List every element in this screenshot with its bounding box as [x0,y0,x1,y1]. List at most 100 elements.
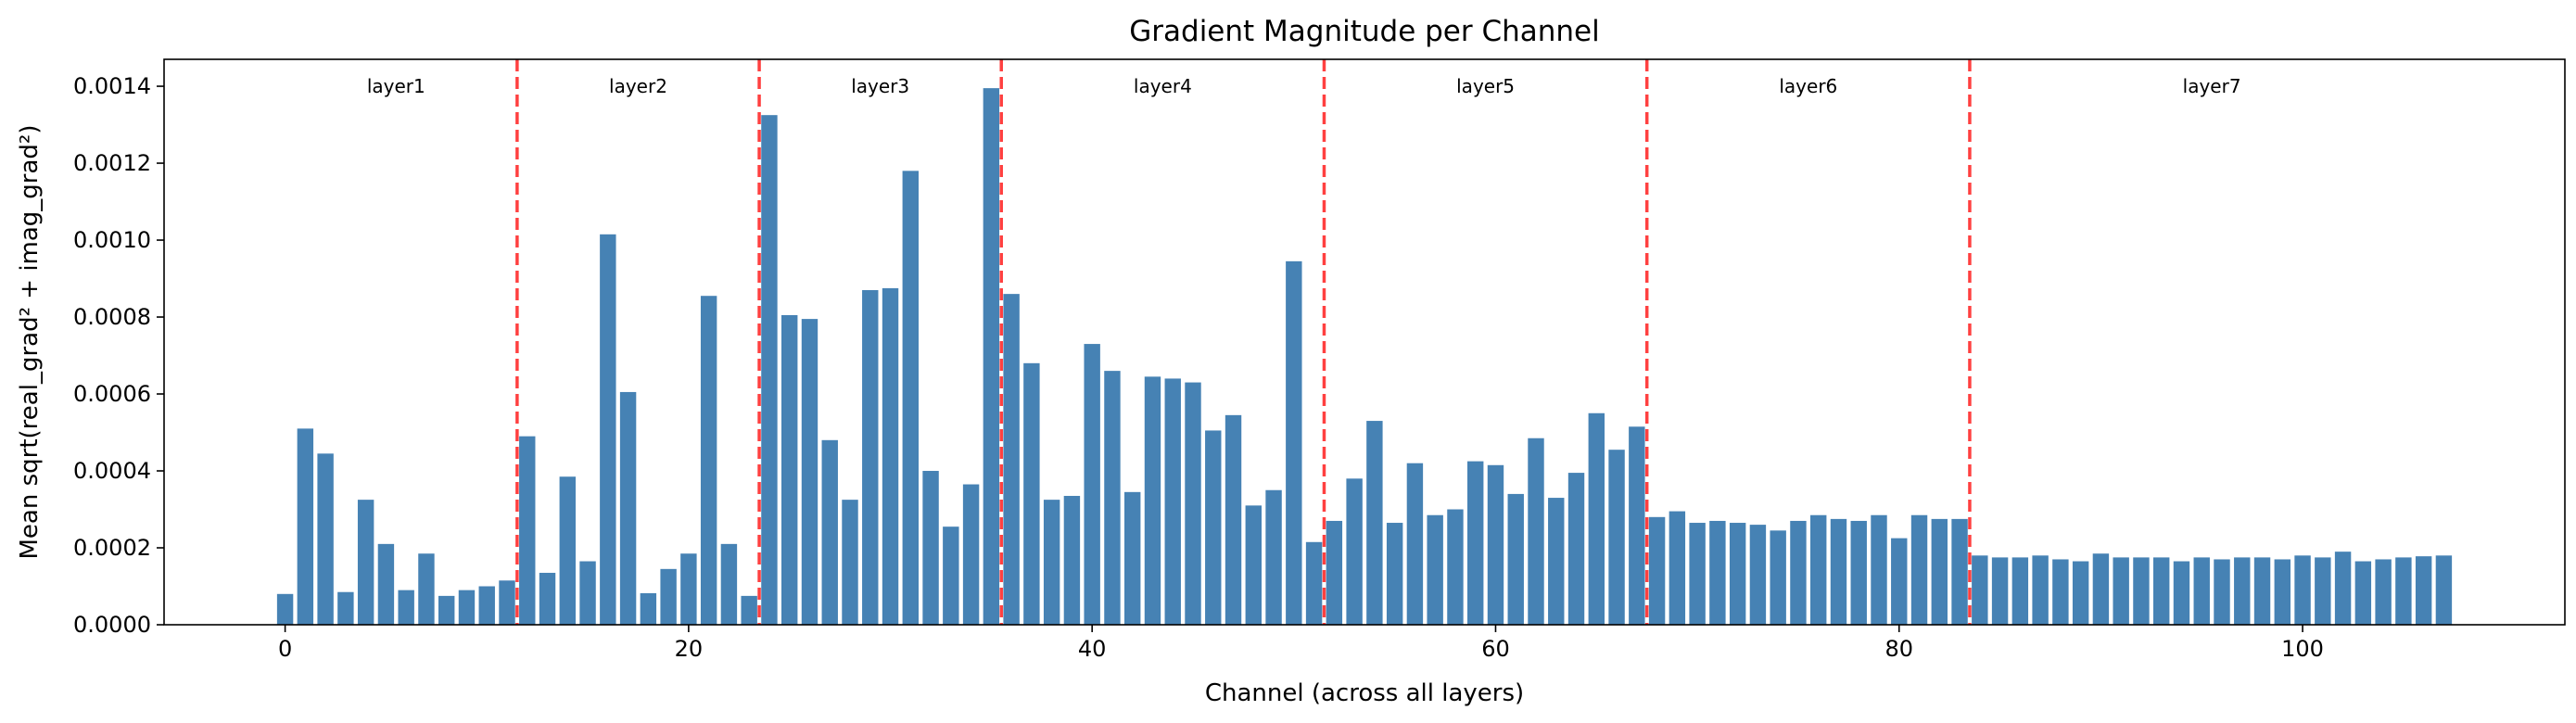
bar-channel-2 [317,453,334,625]
bar-channel-8 [438,595,455,625]
bar-channel-20 [680,553,697,625]
bar-channel-102 [2334,552,2352,625]
bar-channel-10 [478,586,495,625]
bar-channel-22 [720,543,738,625]
bar-channel-27 [821,439,838,625]
bar-channel-94 [2173,561,2190,625]
bar-channel-23 [741,595,757,625]
bar-channel-28 [842,500,858,625]
bar-channel-60 [1487,464,1504,625]
bar-channel-15 [579,561,596,625]
bar-channel-67 [1629,426,1645,625]
bar-channel-36 [1003,294,1020,625]
bar-channel-58 [1447,509,1464,625]
bar-channel-45 [1185,382,1201,625]
plot-frame [163,58,2566,626]
bar-channel-99 [2274,559,2290,625]
bar-channel-30 [882,287,899,625]
bar-channel-75 [1790,520,1807,625]
bar-channel-64 [1567,473,1585,625]
layer-label-2: layer2 [609,75,667,97]
bar-channel-66 [1608,450,1625,625]
x-tick-label: 0 [278,636,292,662]
bar-channel-41 [1104,371,1121,625]
bar-channel-72 [1729,523,1746,625]
x-tick-label: 60 [1481,636,1510,662]
bar-channel-68 [1648,516,1666,625]
bar-channel-17 [619,391,637,625]
x-tick-label: 20 [675,636,704,662]
y-tick-label: 0.0008 [73,304,151,330]
bar-channel-56 [1406,463,1424,625]
bar-channel-78 [1850,520,1867,625]
bar-channel-38 [1043,500,1060,625]
bar-channel-12 [519,436,536,625]
x-tick-label: 40 [1078,636,1107,662]
bar-channel-5 [377,543,395,625]
bar-channel-100 [2294,555,2311,625]
bar-channel-0 [276,593,294,625]
bar-channel-71 [1709,520,1726,625]
bar-channel-90 [2092,553,2110,625]
x-tick-label: 100 [2281,636,2324,662]
bar-channel-40 [1084,344,1100,625]
bar-channel-18 [640,592,657,625]
bar-channel-96 [2214,559,2230,625]
bar-channel-57 [1427,514,1443,625]
bar-channel-82 [1931,518,1948,625]
bar-channel-13 [539,572,556,625]
bar-channel-21 [700,296,717,625]
layer-label-5: layer5 [1456,75,1515,97]
chart-title: Gradient Magnitude per Channel [1129,15,1600,48]
bar-channel-59 [1467,461,1484,625]
bar-channel-43 [1144,376,1161,625]
layer-label-4: layer4 [1134,75,1192,97]
bar-channel-52 [1326,520,1343,625]
layer-label-7: layer7 [2183,75,2241,97]
y-tick-label: 0.0014 [73,73,151,99]
bar-channel-61 [1507,493,1524,625]
y-axis-label: Mean sqrt(real_grad² + imag_grad²) [16,124,44,559]
bar-channel-55 [1386,523,1403,625]
bar-channel-31 [902,171,919,625]
bar-channel-86 [2011,557,2029,625]
bar-channel-70 [1689,523,1706,625]
bar-channel-49 [1265,489,1282,625]
bar-channel-35 [983,88,1000,626]
bar-channel-48 [1245,505,1262,625]
bar-channel-4 [357,500,374,625]
bar-channel-47 [1225,414,1242,625]
bar-channel-101 [2315,557,2331,625]
bar-channel-88 [2052,559,2069,625]
bar-channel-26 [801,319,818,625]
bar-channel-33 [943,526,959,625]
bar-channel-91 [2113,557,2129,625]
y-tick-label: 0.0002 [73,535,151,561]
y-tick-label: 0.0006 [73,381,151,407]
bar-channel-25 [781,314,798,625]
y-tick-label: 0.0012 [73,150,151,176]
bar-channel-46 [1205,430,1222,625]
y-tick-label: 0.0004 [73,458,151,484]
bar-channel-65 [1588,412,1605,625]
bar-channel-34 [962,484,980,625]
bar-channel-93 [2153,557,2170,625]
bar-channel-107 [2435,555,2453,625]
bar-channel-69 [1669,511,1686,625]
bar-channel-1 [297,428,314,625]
bar-channel-37 [1023,362,1040,625]
bar-channel-105 [2395,557,2412,625]
bar-channel-106 [2415,556,2432,625]
bar-channel-73 [1749,525,1767,625]
bar-channel-9 [458,590,476,625]
layer-labels: layer1 layer2 layer3 layer4 layer5 layer6 laye… [367,75,2241,97]
bar-channel-83 [1951,518,1968,625]
x-axis-label: Channel (across all layers) [1205,679,1524,707]
layer-label-3: layer3 [851,75,909,97]
bar-channel-3 [337,591,354,625]
x-axis-ticks: 0 20 40 60 80 100 [278,625,2324,662]
y-axis-ticks: 0.0000 0.0002 0.0004 0.0006 0.0008 0.0010 0.00… [73,73,164,638]
bar-series [276,88,2453,626]
bar-channel-104 [2375,559,2392,625]
layer-boundaries [515,59,1972,625]
